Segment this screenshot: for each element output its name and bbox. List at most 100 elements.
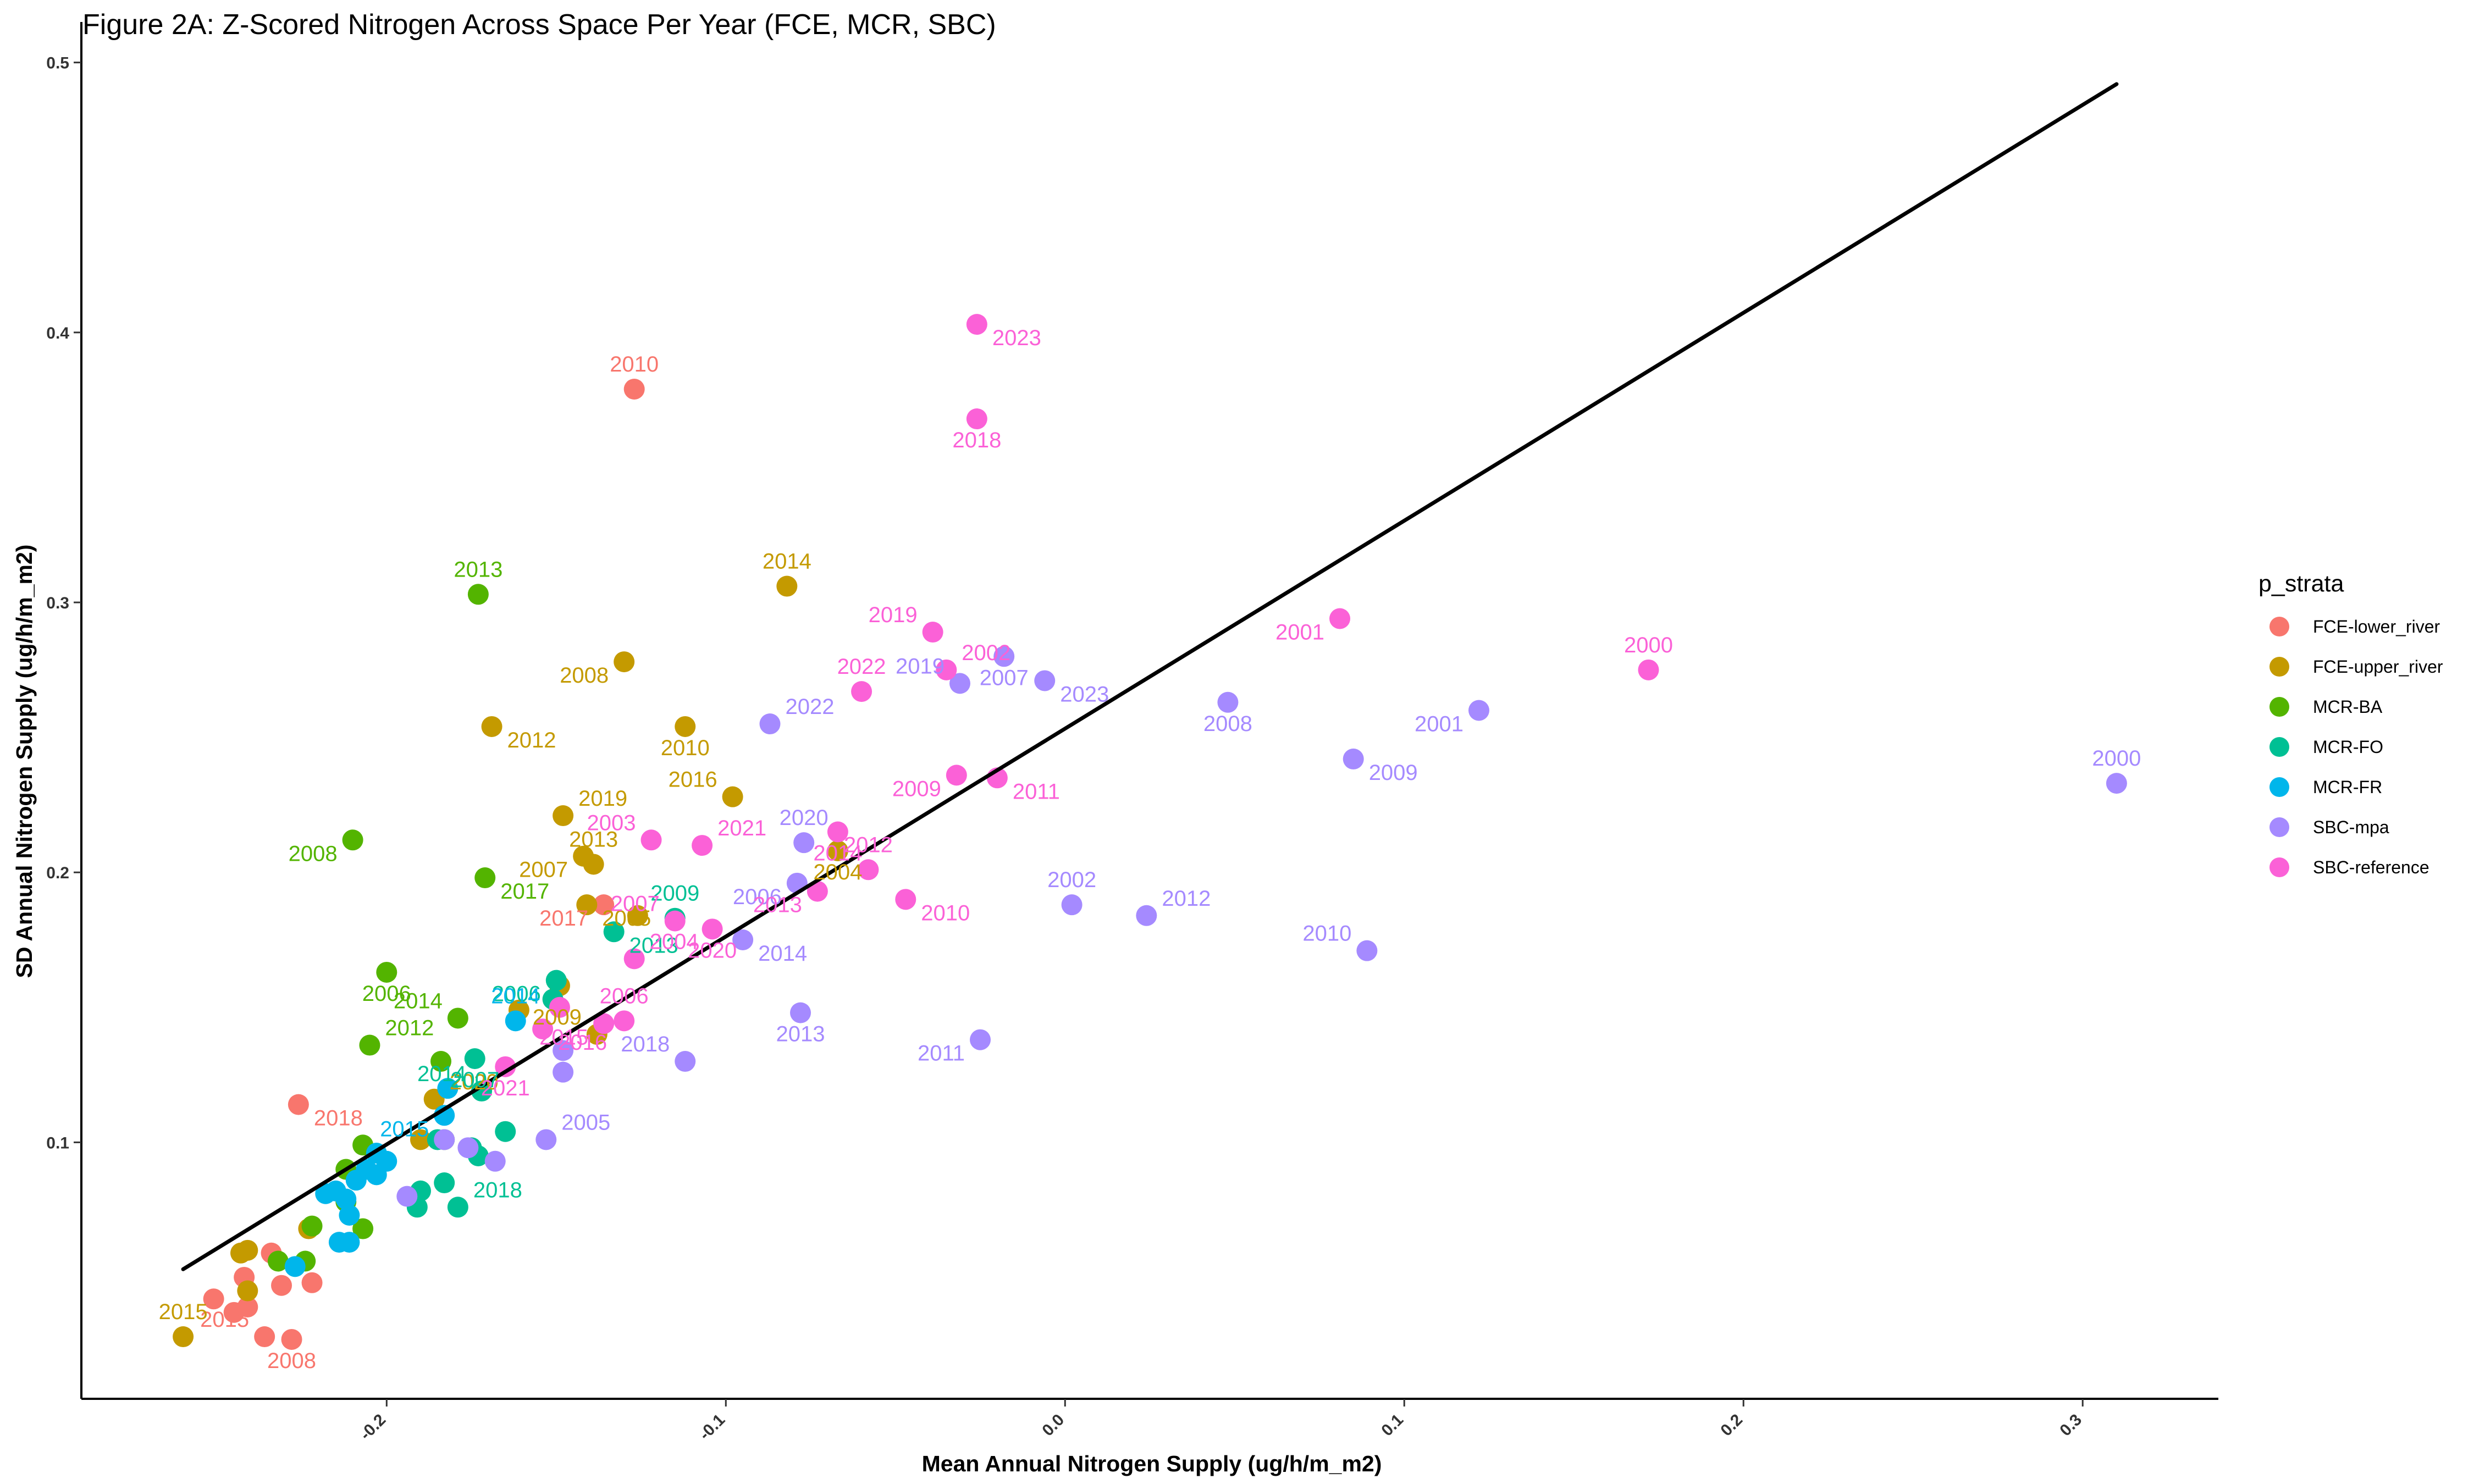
data-point (1638, 659, 1659, 680)
data-point (545, 970, 567, 991)
x-tick-label: 0.1 (1378, 1411, 1407, 1440)
point-label: 2017 (500, 879, 549, 904)
point-label: 2014 (417, 1062, 466, 1086)
data-point (339, 1232, 360, 1253)
legend-swatch (2269, 737, 2289, 757)
data-point (966, 314, 987, 335)
point-label: 2021 (481, 1076, 530, 1100)
point-label: 2006 (362, 982, 411, 1006)
point-label: 2000 (2092, 746, 2141, 771)
point-label: 2015 (380, 1117, 429, 1141)
legend-entry: MCR-BA (2313, 697, 2383, 717)
legend-entry: SBC-reference (2313, 857, 2429, 877)
point-label: 2014 (813, 841, 862, 866)
y-tick-label: 0.2 (46, 864, 69, 882)
point-label: 2020 (688, 938, 737, 962)
data-point (434, 1129, 455, 1150)
point-label: 2003 (587, 811, 636, 835)
data-point (301, 1215, 323, 1237)
point-label: 2007 (519, 858, 568, 882)
legend-entry: MCR-FR (2313, 777, 2382, 797)
data-point (949, 673, 970, 694)
data-point (484, 1150, 506, 1172)
data-point (603, 921, 625, 943)
point-label: 2012 (507, 728, 556, 752)
data-point (1061, 894, 1083, 916)
data-point (281, 1328, 302, 1350)
point-label: 2004 (650, 929, 699, 954)
x-tick-label: 0.0 (1039, 1411, 1068, 1440)
point-label: 2023 (1060, 682, 1109, 706)
data-point (288, 1094, 309, 1115)
point-label: 2013 (629, 933, 678, 957)
data-point (376, 961, 397, 983)
data-point (339, 1205, 360, 1226)
point-label: 2013 (753, 893, 802, 917)
data-point (467, 584, 489, 605)
data-point (966, 408, 987, 430)
point-label: 2013 (776, 1022, 825, 1046)
data-point (993, 646, 1015, 667)
data-point (614, 1010, 635, 1032)
point-label: 2018 (314, 1106, 363, 1131)
point-label: 2010 (661, 736, 710, 760)
point-label: 2007 (980, 666, 1029, 690)
x-tick-label: -0.1 (695, 1411, 728, 1444)
data-point (922, 622, 943, 643)
point-label: 2005 (561, 1110, 610, 1134)
data-point (702, 918, 723, 940)
data-point (464, 1048, 485, 1070)
legend-entry: FCE-upper_river (2313, 657, 2443, 677)
data-point (576, 894, 598, 916)
point-label: 2022 (785, 695, 834, 719)
legend-swatch (2269, 857, 2289, 877)
point-label: 2012 (385, 1016, 434, 1040)
data-point (573, 845, 594, 867)
point-label: 2016 (558, 1031, 607, 1055)
data-point (471, 1081, 493, 1102)
data-point (271, 1275, 292, 1296)
data-point (895, 889, 916, 910)
point-label: 2013 (454, 557, 502, 582)
data-point (352, 1218, 374, 1239)
data-point (851, 681, 872, 702)
plot-area: 0.1 0.2 0.3 0.4 0.5 -0.2 -0.1 0.0 0.1 0.2 0.3 2010 2… (46, 22, 2218, 1444)
data-point (447, 1197, 468, 1218)
legend-swatch (2269, 657, 2289, 677)
data-point (203, 1288, 224, 1310)
data-point (1329, 608, 1351, 629)
point-label: 2009 (1369, 761, 1418, 785)
point-label: 2010 (1302, 922, 1351, 946)
y-tick-label: 0.1 (46, 1134, 69, 1152)
data-point (1343, 748, 1364, 769)
legend-entry: MCR-FO (2313, 737, 2383, 757)
data-point (776, 575, 798, 597)
legend-swatch (2269, 777, 2289, 797)
data-point (237, 1297, 258, 1317)
point-label: 2019 (578, 787, 627, 811)
data-point (410, 1129, 431, 1150)
data-point (1468, 700, 1489, 721)
data-point (675, 716, 696, 737)
y-axis-title: SD Annual Nitrogen Supply (ug/h/m_m2) (12, 545, 37, 978)
data-point (396, 1186, 418, 1207)
x-axis-title: Mean Annual Nitrogen Supply (ug/h/m_m2) (922, 1451, 1382, 1476)
data-point (936, 659, 957, 680)
x-tick-label: 0.3 (2056, 1411, 2085, 1440)
point-label: 2022 (837, 655, 886, 679)
data-point (692, 835, 713, 856)
data-point (495, 1056, 516, 1077)
data-point (623, 379, 645, 400)
point-label: 2007 (611, 892, 660, 916)
data-point (237, 1280, 258, 1302)
point-label: 2008 (560, 663, 609, 688)
legend-entry: FCE-lower_river (2313, 617, 2440, 636)
data-point (593, 894, 615, 916)
point-label: 2015 (159, 1300, 208, 1324)
data-point (827, 821, 848, 843)
point-label: 2006 (600, 984, 649, 1008)
data-point (474, 867, 496, 889)
point-label: 2013 (569, 827, 618, 851)
point-label: 2017 (539, 906, 588, 931)
